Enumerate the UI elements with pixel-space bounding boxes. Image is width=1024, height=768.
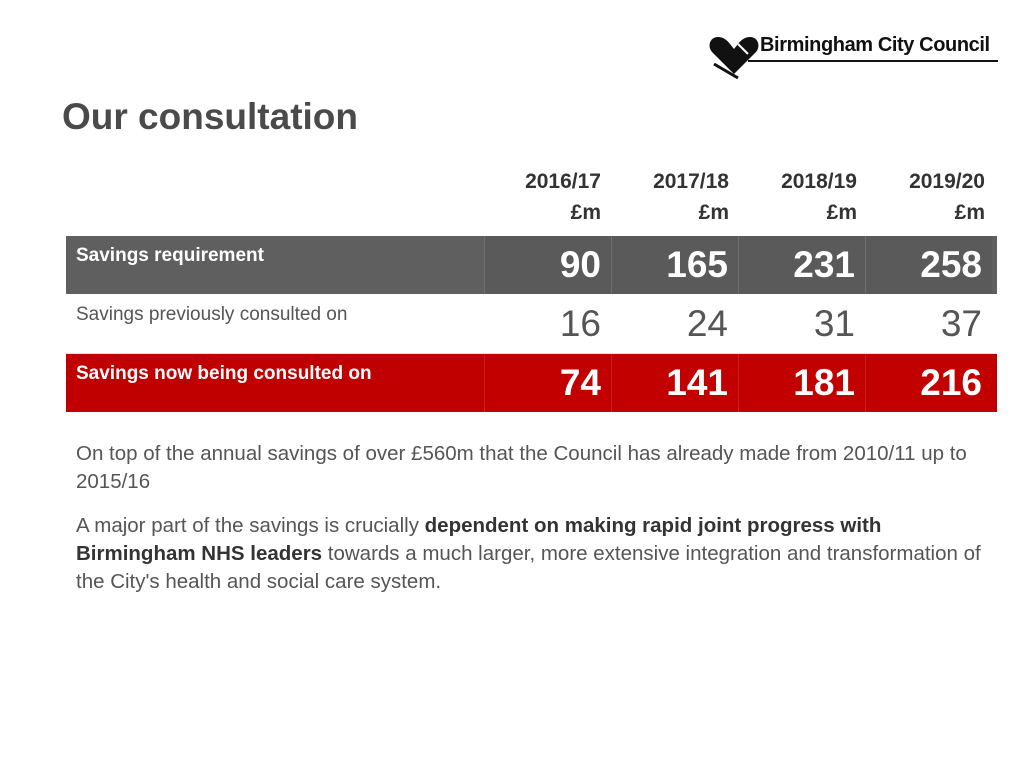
table-cell: 165 bbox=[611, 236, 738, 294]
table-row-previously-consulted: Savings previously consulted on 16 24 31… bbox=[66, 295, 997, 354]
column-year: 2019/20 bbox=[909, 170, 985, 193]
column-unit: £m bbox=[954, 201, 985, 224]
table-cell: 16 bbox=[484, 295, 611, 353]
table-cell: 37 bbox=[865, 295, 992, 353]
table-cell: 74 bbox=[484, 354, 611, 412]
column-header-2017: 2017/18 £m bbox=[609, 166, 729, 228]
paragraph-emphasis: dependent on making rapid joint progress… bbox=[76, 514, 882, 565]
table-cell: 31 bbox=[738, 295, 865, 353]
column-unit: £m bbox=[698, 201, 729, 224]
body-text: On top of the annual savings of over £56… bbox=[76, 440, 986, 612]
page-title: Our consultation bbox=[62, 96, 358, 137]
column-year: 2017/18 bbox=[653, 170, 729, 193]
table-header-row: 2016/17 £m 2017/18 £m 2018/19 £m 2019/20… bbox=[66, 162, 997, 236]
table-cell: 90 bbox=[484, 236, 611, 294]
row-label: Savings previously consulted on bbox=[76, 304, 348, 325]
row-label: Savings now being consulted on bbox=[76, 363, 372, 384]
column-year: 2018/19 bbox=[781, 170, 857, 193]
column-unit: £m bbox=[570, 201, 601, 224]
paragraph-text: towards a much larger, more extensive in… bbox=[76, 542, 981, 593]
logo-underline bbox=[748, 60, 998, 62]
row-label: Savings requirement bbox=[76, 245, 264, 266]
savings-table: 2016/17 £m 2017/18 £m 2018/19 £m 2019/20… bbox=[66, 162, 997, 413]
heart-emblem-icon bbox=[709, 37, 759, 80]
table-row-now-consulted: Savings now being consulted on 74 141 18… bbox=[66, 354, 997, 413]
column-header-2018: 2018/19 £m bbox=[737, 166, 857, 228]
column-header-2019: 2019/20 £m bbox=[865, 166, 985, 228]
column-unit: £m bbox=[826, 201, 857, 224]
council-logo: Birmingham City Council bbox=[708, 34, 998, 80]
column-header-2016: 2016/17 £m bbox=[481, 166, 601, 228]
table-cell: 141 bbox=[611, 354, 738, 412]
paragraph-annual-savings: On top of the annual savings of over £56… bbox=[76, 442, 967, 493]
table-cell: 216 bbox=[865, 354, 992, 412]
column-year: 2016/17 bbox=[525, 170, 601, 193]
table-cell: 258 bbox=[865, 236, 992, 294]
paragraph-text: A major part of the savings is crucially bbox=[76, 514, 425, 537]
table-cell: 231 bbox=[738, 236, 865, 294]
paragraph-nhs-dependency: A major part of the savings is crucially… bbox=[76, 512, 986, 596]
table-cell: 181 bbox=[738, 354, 865, 412]
table-row-savings-requirement: Savings requirement 90 165 231 258 bbox=[66, 236, 997, 295]
logo-text: Birmingham City Council bbox=[760, 34, 990, 56]
table-cell: 24 bbox=[611, 295, 738, 353]
